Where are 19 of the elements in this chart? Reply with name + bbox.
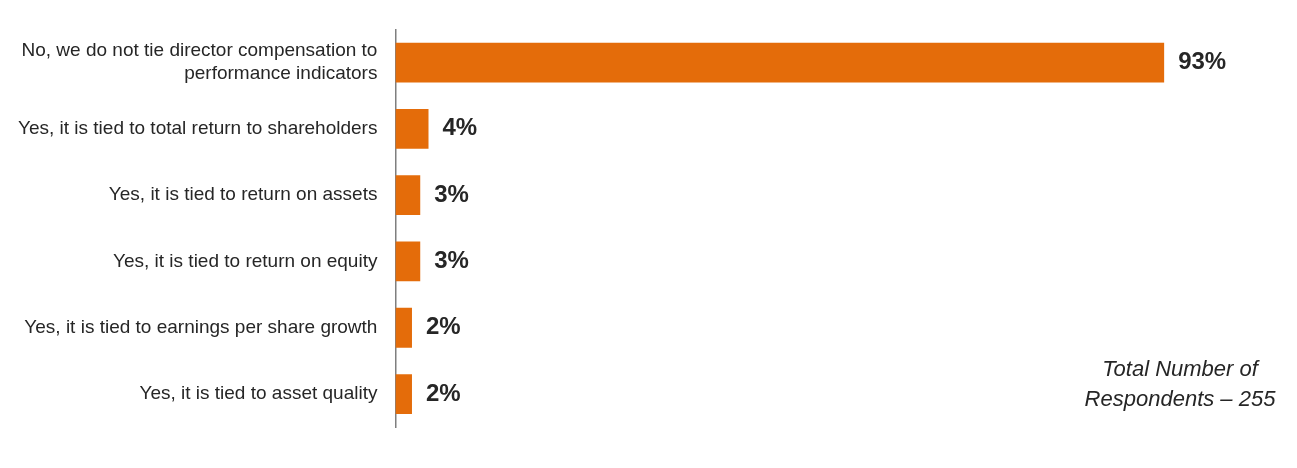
y-tick-label: No, we do not tie director compensation to performance indicators bbox=[21, 39, 378, 84]
data-label: 2% bbox=[425, 312, 461, 340]
y-tick-label: Yes, it is tied to asset quality bbox=[139, 382, 378, 404]
data-label: 4% bbox=[442, 113, 478, 141]
data-label: 3% bbox=[434, 179, 469, 207]
y-tick-label: Yes, it is tied to total return to shareholders bbox=[17, 117, 378, 139]
bar bbox=[395, 175, 421, 216]
bar bbox=[395, 108, 429, 149]
bar bbox=[395, 42, 1165, 83]
data-label: 2% bbox=[425, 378, 461, 406]
bar bbox=[395, 307, 412, 348]
data-label: 3% bbox=[434, 246, 469, 274]
bar bbox=[395, 374, 412, 414]
y-tick-label: Yes, it is tied to return on equity bbox=[113, 249, 378, 271]
bar bbox=[395, 241, 421, 282]
y-tick-label: Yes, it is tied to return on assets bbox=[108, 183, 378, 205]
y-tick-label: Yes, it is tied to earnings per share growth bbox=[24, 315, 378, 337]
data-label: 93% bbox=[1178, 47, 1227, 75]
annotation: Total Number of Respondents – 255 bbox=[1084, 356, 1277, 412]
